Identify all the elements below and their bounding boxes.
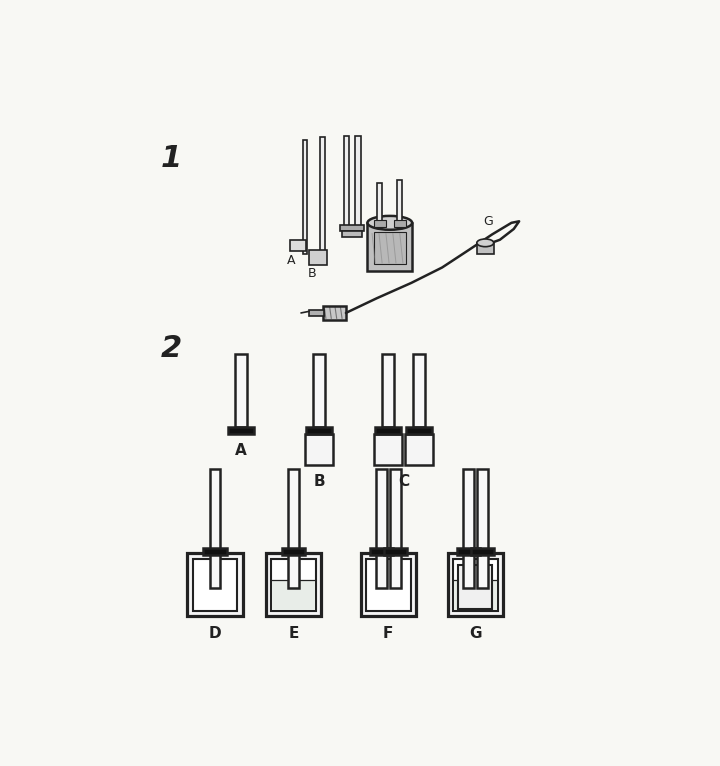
Bar [377,183,382,228]
Bar [448,553,503,617]
Text: 2: 2 [161,335,182,364]
Bar [355,136,361,227]
Bar [374,232,406,264]
Bar [405,434,433,465]
Bar [471,548,494,555]
Text: A: A [287,254,295,267]
Bar [271,558,316,611]
Bar [193,558,238,611]
Bar [361,553,416,617]
Bar [305,434,333,465]
Bar [272,580,315,611]
Bar [394,220,406,228]
Bar [309,309,324,316]
Bar [306,427,332,434]
Text: D: D [209,626,221,640]
Bar [303,139,307,254]
Bar [375,427,401,434]
Bar [406,427,432,434]
Bar [343,136,349,227]
Bar [187,553,243,617]
Bar [288,470,299,588]
Bar [323,306,346,320]
Text: C: C [398,474,409,489]
Bar [413,354,426,427]
Text: G: G [469,626,482,640]
Bar [384,548,407,555]
Bar [367,223,412,270]
Bar [477,243,494,254]
Text: A: A [235,443,247,458]
Bar [477,470,487,588]
Bar [309,250,328,265]
Bar [266,553,321,617]
Bar [397,181,402,228]
Ellipse shape [367,216,412,230]
Bar [290,240,306,251]
Bar [228,427,254,434]
Bar [453,558,498,611]
Bar [235,354,248,427]
Bar [456,548,480,555]
Bar [282,548,305,555]
Bar [374,220,386,228]
Text: E: E [288,626,299,640]
Bar [454,580,497,611]
Text: F: F [383,626,393,640]
Bar [370,548,393,555]
Bar [390,470,400,588]
Bar [459,565,492,610]
Bar [463,470,474,588]
Text: B: B [308,267,317,280]
Text: 1: 1 [161,144,182,173]
Bar [204,548,227,555]
Text: G: G [483,215,492,228]
Bar [320,137,325,253]
Bar [210,470,220,588]
Bar [340,225,364,231]
Bar [374,434,402,465]
Bar [382,354,395,427]
Ellipse shape [477,239,494,247]
Bar [376,470,387,588]
Bar [342,231,362,237]
Bar [366,558,410,611]
Bar [312,354,325,427]
Text: B: B [313,474,325,489]
